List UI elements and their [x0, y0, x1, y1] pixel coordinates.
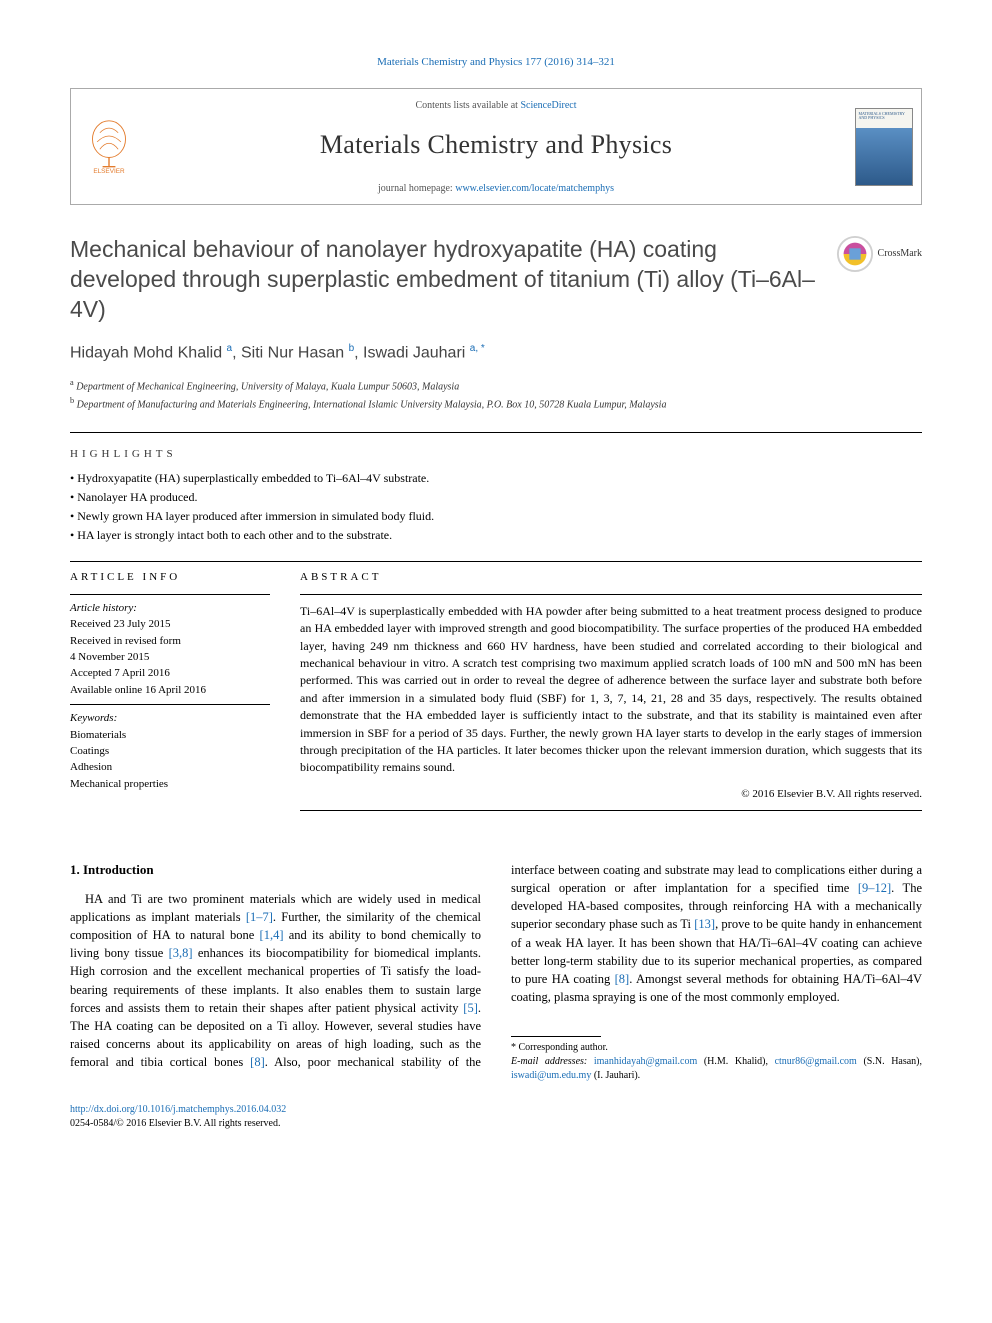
journal-name: Materials Chemistry and Physics — [146, 127, 846, 163]
crossmark-icon — [836, 235, 874, 273]
revised-date: 4 November 2015 — [70, 650, 270, 665]
homepage-line: journal homepage: www.elsevier.com/locat… — [146, 182, 846, 196]
ref-link[interactable]: [13] — [694, 917, 715, 931]
elsevier-logo: ELSEVIER — [71, 89, 146, 203]
keyword-item: Adhesion — [70, 760, 270, 775]
email-link-2[interactable]: ctnur86@gmail.com — [775, 1056, 857, 1067]
doi-block: http://dx.doi.org/10.1016/j.matchemphys.… — [70, 1103, 922, 1131]
abstract-text: Ti–6Al–4V is superplastically embedded w… — [300, 603, 922, 777]
keyword-item: Coatings — [70, 744, 270, 759]
abstract-label: ABSTRACT — [300, 570, 922, 585]
email-who-2: (S.N. Hasan), — [857, 1056, 922, 1067]
issn-copyright: 0254-0584/© 2016 Elsevier B.V. All right… — [70, 1118, 280, 1129]
abstract-block: ABSTRACT Ti–6Al–4V is superplastically e… — [300, 570, 922, 819]
highlight-item: HA layer is strongly intact both to each… — [70, 527, 922, 544]
footnotes: * Corresponding author. E-mail addresses… — [511, 1041, 922, 1083]
email-who-3: (I. Jauhari). — [591, 1070, 640, 1081]
homepage-prefix: journal homepage: — [378, 183, 455, 194]
article-title: Mechanical behaviour of nanolayer hydrox… — [70, 235, 836, 325]
revised-label: Received in revised form — [70, 634, 270, 649]
highlights-label: HIGHLIGHTS — [70, 447, 922, 462]
contents-line: Contents lists available at ScienceDirec… — [146, 99, 846, 113]
header-center: Contents lists available at ScienceDirec… — [146, 89, 846, 203]
history-label: Article history: — [70, 601, 270, 616]
divider — [70, 561, 922, 562]
abstract-copyright: © 2016 Elsevier B.V. All rights reserved… — [300, 787, 922, 802]
crossmark-badge[interactable]: CrossMark — [836, 235, 922, 273]
authors-line: Hidayah Mohd Khalid a, Siti Nur Hasan b,… — [70, 342, 922, 365]
sciencedirect-link[interactable]: ScienceDirect — [520, 100, 576, 111]
svg-text:ELSEVIER: ELSEVIER — [93, 168, 125, 174]
footnote-divider — [511, 1036, 601, 1037]
divider — [70, 432, 922, 433]
ref-link[interactable]: [3,8] — [169, 946, 193, 960]
highlights-list: Hydroxyapatite (HA) superplastically emb… — [70, 470, 922, 543]
affiliation-a: Department of Mechanical Engineering, Un… — [76, 382, 459, 393]
highlight-item: Nanolayer HA produced. — [70, 489, 922, 506]
keyword-item: Mechanical properties — [70, 777, 270, 792]
received-date: Received 23 July 2015 — [70, 617, 270, 632]
ref-link[interactable]: [5] — [463, 1001, 478, 1015]
citation-header: Materials Chemistry and Physics 177 (201… — [70, 55, 922, 70]
cover-text: MATERIALS CHEMISTRY AND PHYSICS — [859, 112, 909, 121]
journal-cover-thumb: MATERIALS CHEMISTRY AND PHYSICS — [846, 89, 921, 203]
email-label: E-mail addresses: — [511, 1056, 587, 1067]
highlight-item: Newly grown HA layer produced after imme… — [70, 508, 922, 525]
highlight-item: Hydroxyapatite (HA) superplastically emb… — [70, 470, 922, 487]
keyword-item: Biomaterials — [70, 728, 270, 743]
ref-link[interactable]: [1,4] — [260, 928, 284, 942]
email-link-1[interactable]: imanhidayah@gmail.com — [594, 1056, 697, 1067]
contents-prefix: Contents lists available at — [415, 100, 520, 111]
elsevier-tree-icon: ELSEVIER — [84, 119, 134, 174]
ref-link[interactable]: [9–12] — [858, 881, 891, 895]
email-who-1: (H.M. Khalid), — [697, 1056, 774, 1067]
homepage-link[interactable]: www.elsevier.com/locate/matchemphys — [455, 183, 614, 194]
doi-link[interactable]: http://dx.doi.org/10.1016/j.matchemphys.… — [70, 1104, 286, 1115]
ref-link[interactable]: [8] — [250, 1055, 265, 1069]
keywords-label: Keywords: — [70, 711, 270, 726]
intro-heading: 1. Introduction — [70, 861, 481, 880]
accepted-date: Accepted 7 April 2016 — [70, 666, 270, 681]
email-link-3[interactable]: iswadi@um.edu.my — [511, 1070, 591, 1081]
affiliation-b: Department of Manufacturing and Material… — [77, 399, 667, 410]
body-columns: 1. Introduction HA and Ti are two promin… — [70, 861, 922, 1083]
article-info-block: ARTICLE INFO Article history: Received 2… — [70, 570, 270, 819]
corresponding-author: * Corresponding author. — [511, 1041, 922, 1055]
ref-link[interactable]: [8] — [615, 972, 630, 986]
affiliations: a Department of Mechanical Engineering, … — [70, 377, 922, 412]
crossmark-label: CrossMark — [878, 247, 922, 261]
online-date: Available online 16 April 2016 — [70, 683, 270, 698]
journal-header-box: ELSEVIER Contents lists available at Sci… — [70, 88, 922, 204]
article-info-label: ARTICLE INFO — [70, 570, 270, 585]
ref-link[interactable]: [1–7] — [246, 910, 273, 924]
